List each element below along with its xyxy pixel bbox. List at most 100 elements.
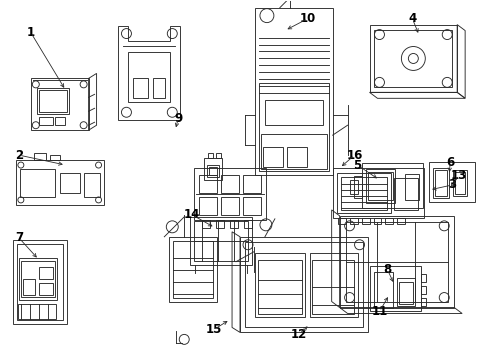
Bar [240,237,367,332]
Text: 16: 16 [346,149,362,162]
Bar [261,134,326,169]
Bar [31,78,88,130]
Bar [336,173,390,213]
Bar [216,153,221,158]
Bar [243,197,261,215]
Bar [37,88,68,114]
Bar [244,242,362,328]
Text: 14: 14 [183,208,200,221]
Bar [243,175,261,193]
Bar [349,218,357,224]
Bar [34,153,46,160]
Bar [19,258,57,300]
Bar [128,53,170,102]
Bar [337,218,345,224]
Bar [264,100,322,125]
Bar [385,218,393,224]
Bar [209,167,217,175]
Bar [263,147,282,167]
Bar [153,78,165,98]
Bar [394,178,417,210]
Bar [309,253,357,318]
Bar [353,176,361,198]
Bar [216,220,224,228]
Bar [173,241,213,298]
Bar [349,180,357,194]
Bar [369,266,421,311]
Text: 5: 5 [353,158,361,172]
Bar [18,303,56,319]
Bar [340,177,386,210]
Bar [194,221,247,261]
Bar [365,169,395,203]
Bar [397,218,405,224]
Bar [229,220,238,228]
Text: 1: 1 [27,26,35,39]
Bar [345,222,447,302]
Bar [286,147,306,167]
Bar [39,267,53,279]
Bar [421,285,426,293]
Bar [194,168,265,220]
Bar [207,165,219,177]
Text: 2: 2 [15,149,23,162]
Text: 10: 10 [299,12,315,25]
Bar [361,163,423,208]
Bar [39,90,66,112]
Bar [369,24,456,92]
Bar [190,217,251,265]
Bar [203,158,222,180]
Text: 3: 3 [447,179,455,192]
Text: 13: 13 [450,168,467,181]
Text: 12: 12 [290,328,306,341]
Bar [133,78,148,98]
Bar [55,117,64,125]
Bar [39,117,53,125]
Bar [397,278,414,306]
Bar [367,172,393,200]
Bar [21,261,55,297]
Bar [332,168,424,218]
Bar [221,175,239,193]
Bar [454,172,464,194]
Bar [17,244,62,320]
Text: 4: 4 [407,12,416,25]
Bar [199,197,217,215]
Bar [254,253,304,318]
Bar [16,160,103,205]
Bar [20,169,55,197]
Bar [428,162,474,202]
Bar [405,174,419,200]
Bar [83,173,100,197]
Bar [259,84,328,171]
Bar [311,260,353,315]
Bar [399,282,412,303]
Bar [13,240,66,324]
Bar [374,30,451,87]
Bar [452,170,466,196]
Bar [434,170,447,196]
Text: 8: 8 [383,263,391,276]
Text: 11: 11 [370,305,387,318]
Bar [339,216,453,307]
Bar [221,197,239,215]
Bar [208,153,213,158]
Text: 9: 9 [174,112,182,125]
Bar [361,218,369,224]
Text: 15: 15 [205,323,222,336]
Bar [373,272,393,307]
Bar [432,168,448,198]
Text: 6: 6 [445,156,453,168]
Bar [202,220,210,228]
Bar [421,298,426,306]
Bar [258,260,301,315]
Bar [39,283,53,294]
Bar [60,173,80,193]
Bar [169,237,217,302]
Text: 7: 7 [15,231,23,244]
Bar [23,279,35,294]
Bar [421,274,426,282]
Bar [244,220,251,228]
Bar [199,175,217,193]
Bar [50,155,60,160]
